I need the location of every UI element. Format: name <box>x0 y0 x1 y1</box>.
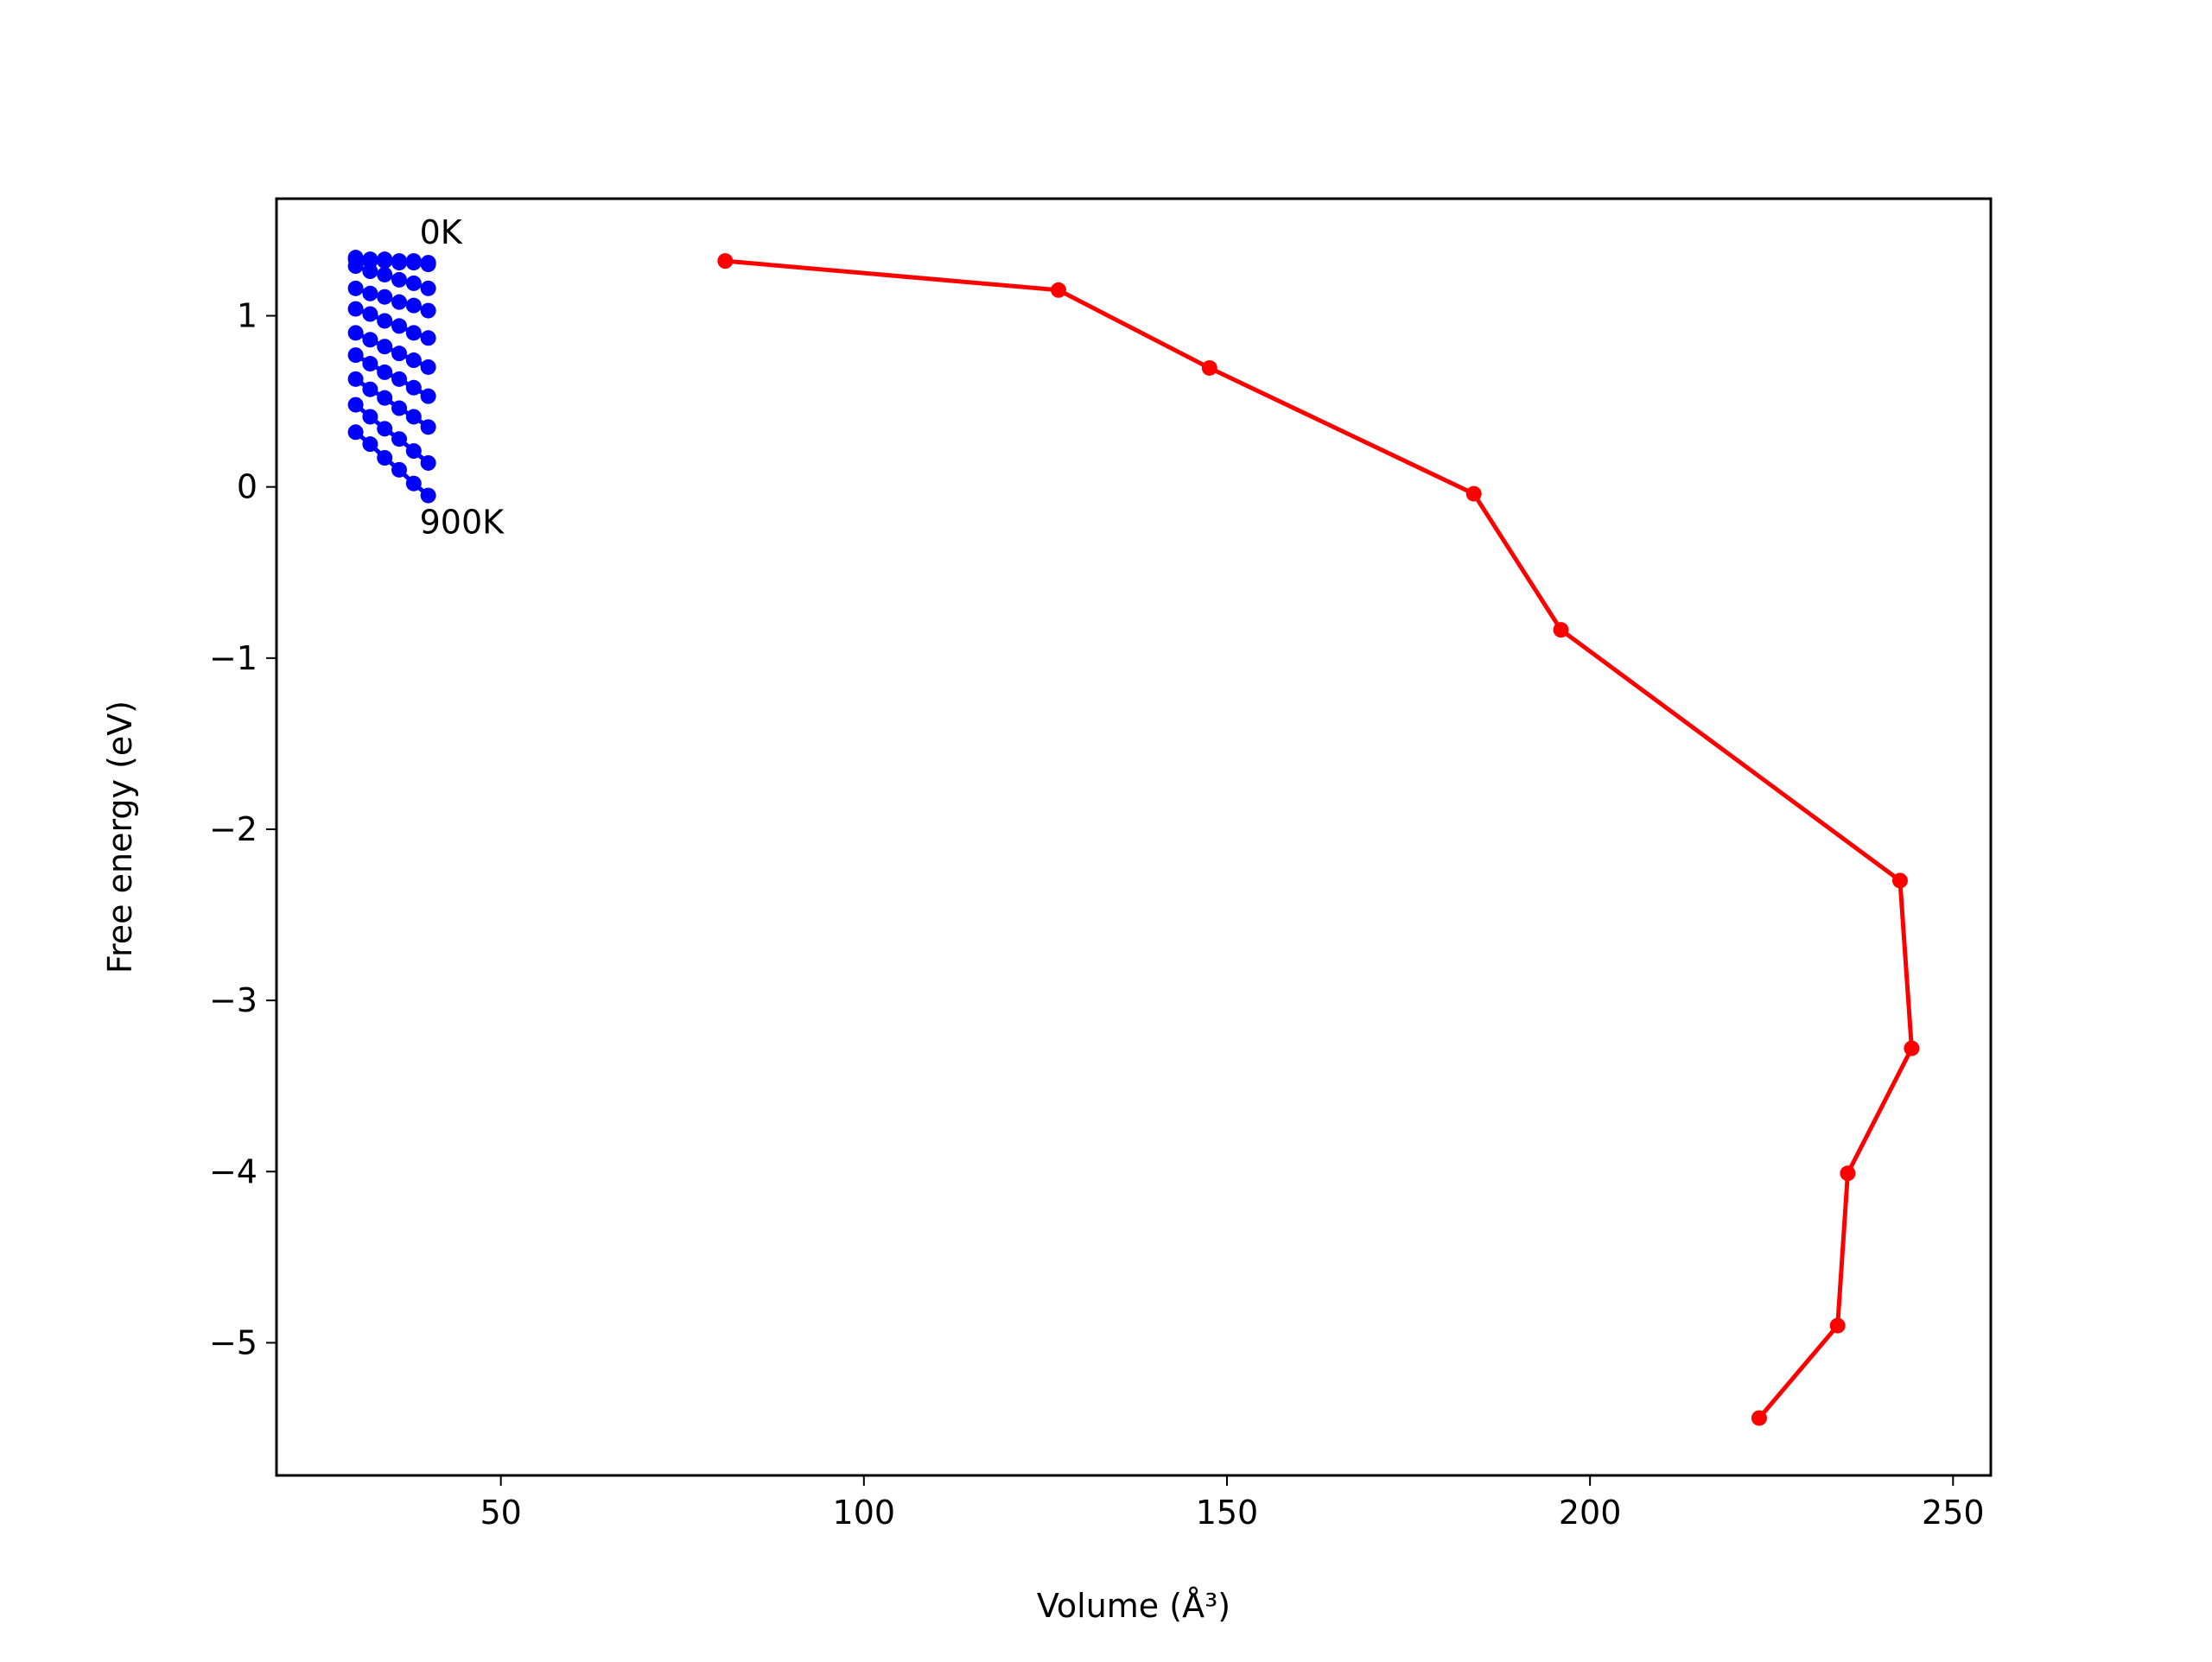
data-point <box>391 371 408 387</box>
data-point <box>420 487 436 504</box>
y-tick-label: −5 <box>209 1323 257 1361</box>
data-point <box>391 294 408 310</box>
annotation: 900K <box>420 504 505 542</box>
data-point <box>420 388 436 404</box>
data-point <box>377 313 393 329</box>
data-point <box>405 475 422 492</box>
data-point <box>1553 622 1569 638</box>
data-point <box>377 449 393 466</box>
data-point <box>377 289 393 305</box>
data-point <box>377 339 393 355</box>
data-point <box>362 306 378 322</box>
data-point <box>405 352 422 369</box>
data-point <box>377 364 393 380</box>
x-tick-label: 150 <box>1196 1494 1259 1532</box>
data-point <box>717 253 734 270</box>
data-point <box>391 318 408 334</box>
plot-frame <box>275 197 1993 1477</box>
data-point <box>420 454 436 471</box>
y-tick-label: −1 <box>209 639 257 677</box>
data-point <box>362 332 378 348</box>
x-tick-label: 100 <box>833 1494 896 1532</box>
x-axis-label: Volume (Å³) <box>1037 1587 1230 1625</box>
data-point <box>362 285 378 301</box>
data-point <box>377 253 393 270</box>
data-point <box>391 255 408 271</box>
data-point <box>347 347 364 364</box>
data-point <box>347 280 364 296</box>
data-point <box>420 257 436 273</box>
x-tick-label: 200 <box>1559 1494 1622 1532</box>
data-point <box>405 297 422 314</box>
data-point <box>347 371 364 387</box>
data-point <box>1751 1410 1767 1426</box>
data-point <box>1829 1317 1846 1334</box>
data-point <box>377 421 393 437</box>
data-point <box>391 431 408 447</box>
data-point <box>420 419 436 435</box>
data-point <box>1465 485 1482 502</box>
y-tick-label: −2 <box>209 810 257 848</box>
data-point <box>377 390 393 406</box>
data-point <box>347 396 364 413</box>
data-point <box>347 424 364 441</box>
y-tick-label: −4 <box>209 1152 257 1190</box>
x-tick-label: 250 <box>1922 1494 1985 1532</box>
y-tick-label: 0 <box>237 468 257 506</box>
data-point <box>420 280 436 296</box>
data-point <box>362 263 378 280</box>
y-tick-label: −3 <box>209 981 257 1019</box>
data-point <box>1891 872 1908 889</box>
data-point <box>405 443 422 460</box>
data-point <box>420 302 436 319</box>
data-point <box>362 436 378 453</box>
data-point <box>1840 1165 1856 1182</box>
data-point <box>405 379 422 396</box>
y-tick-label: 1 <box>237 297 257 335</box>
data-point <box>347 301 364 317</box>
data-point <box>347 258 364 275</box>
y-axis-label: Free energy (eV) <box>101 701 139 974</box>
data-point <box>420 358 436 375</box>
annotation: 0K <box>420 213 463 251</box>
series-line <box>725 258 1914 1420</box>
data-point <box>391 400 408 416</box>
data-point <box>362 381 378 397</box>
data-point <box>391 346 408 362</box>
data-point <box>1051 282 1067 298</box>
data-point <box>420 330 436 346</box>
data-point <box>362 356 378 372</box>
data-point <box>377 266 393 282</box>
data-point <box>347 325 364 341</box>
data-point <box>1904 1040 1920 1056</box>
data-point <box>362 409 378 425</box>
data-point <box>391 461 408 478</box>
data-point <box>405 325 422 341</box>
data-point <box>405 409 422 425</box>
data-point <box>391 271 408 288</box>
x-tick-label: 50 <box>480 1494 521 1532</box>
data-point <box>1201 359 1217 376</box>
data-point <box>405 255 422 271</box>
data-point <box>405 275 422 291</box>
